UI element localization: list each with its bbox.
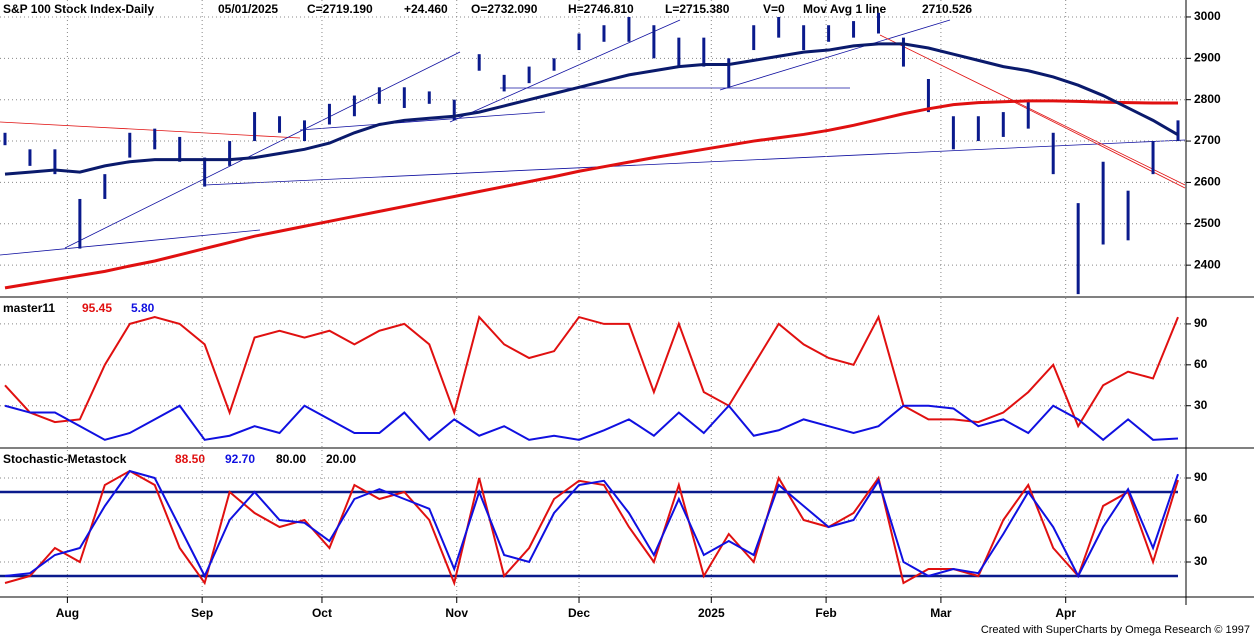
x-tick-label: Feb: [815, 606, 836, 620]
series-line: [4, 404, 1179, 442]
indicator-value: 2710.526: [922, 2, 972, 16]
level-label: 20.00: [326, 452, 356, 466]
level-label: 80.00: [276, 452, 306, 466]
y-tick-label: 3000: [1194, 9, 1221, 23]
panel-title: master11: [3, 301, 55, 315]
y-tick-label: 60: [1194, 357, 1208, 371]
series-line: [4, 42, 1179, 176]
low: L=2715.380: [665, 2, 730, 16]
y-tick-label: 2500: [1194, 216, 1221, 230]
y-tick-label: 90: [1194, 316, 1208, 330]
series-line: [4, 99, 1178, 290]
y-tick-label: 2900: [1194, 50, 1221, 64]
legend-value: 95.45: [82, 301, 112, 315]
x-tick-label: Aug: [56, 606, 79, 620]
x-tick-label: Dec: [568, 606, 590, 620]
legend-value: 5.80: [131, 301, 155, 315]
open: O=2732.090: [471, 2, 538, 16]
y-tick-label: 2600: [1194, 175, 1221, 189]
x-tick-label: Apr: [1055, 606, 1076, 620]
y-tick-label: 60: [1194, 512, 1208, 526]
y-tick-label: 30: [1194, 554, 1208, 568]
y-tick-label: 2700: [1194, 133, 1221, 147]
high: H=2746.810: [568, 2, 634, 16]
legend-value: 88.50: [175, 452, 205, 466]
y-tick-label: 2400: [1194, 257, 1221, 271]
x-tick-label: Mar: [930, 606, 952, 620]
x-tick-label: Nov: [445, 606, 468, 620]
date: 05/01/2025: [218, 2, 278, 16]
legend-value: 92.70: [225, 452, 255, 466]
series-line: [4, 314, 1179, 429]
volume: V=0: [763, 2, 785, 16]
trend-lines: [0, 19, 1186, 256]
y-tick-label: 2800: [1194, 92, 1221, 106]
y-tick-label: 90: [1194, 470, 1208, 484]
footer: Created with SuperCharts by Omega Resear…: [981, 624, 1250, 636]
x-tick-label: 2025: [698, 606, 725, 620]
x-tick-label: Oct: [312, 606, 332, 620]
series-line: [4, 469, 1179, 579]
indicator: Mov Avg 1 line: [803, 2, 886, 16]
chart-title: S&P 100 Stock Index-Daily: [3, 2, 155, 16]
y-tick-label: 30: [1194, 398, 1208, 412]
close: C=2719.190: [307, 2, 373, 16]
x-tick-label: Sep: [191, 606, 213, 620]
change: +24.460: [404, 2, 448, 16]
panel-title: Stochastic-Metastock: [3, 452, 127, 466]
